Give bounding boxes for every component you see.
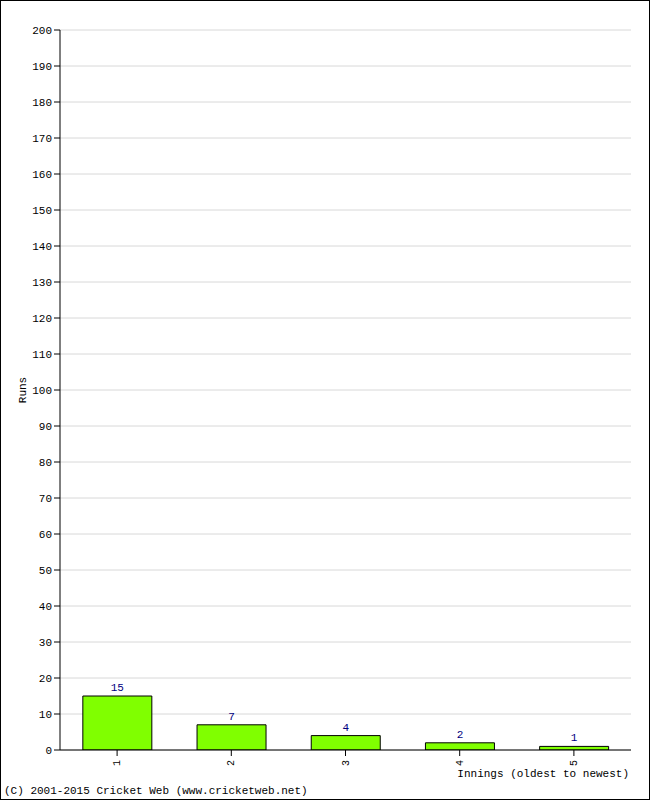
svg-text:40: 40 [39,601,52,613]
svg-text:180: 180 [32,97,52,109]
svg-text:Runs: Runs [17,377,29,403]
svg-text:15: 15 [111,682,124,694]
svg-text:30: 30 [39,637,52,649]
svg-text:120: 120 [32,313,52,325]
svg-text:5: 5 [569,760,580,766]
svg-text:90: 90 [39,421,52,433]
svg-text:150: 150 [32,205,52,217]
svg-text:0: 0 [45,745,52,757]
svg-text:130: 130 [32,277,52,289]
svg-text:100: 100 [32,385,52,397]
svg-text:1: 1 [112,760,123,766]
html-text:Innings (oldest to newest): Innings (oldest to newest) [457,768,629,780]
svg-text:3: 3 [341,760,352,766]
svg-text:2: 2 [457,729,464,741]
svg-text:4: 4 [455,760,466,766]
svg-text:60: 60 [39,529,52,541]
svg-text:50: 50 [39,565,52,577]
svg-text:10: 10 [39,709,52,721]
svg-text:190: 190 [32,61,52,73]
svg-text:170: 170 [32,133,52,145]
svg-text:2: 2 [226,760,237,766]
svg-text:70: 70 [39,493,52,505]
svg-text:20: 20 [39,673,52,685]
svg-text:200: 200 [32,25,52,37]
svg-text:7: 7 [228,711,235,723]
svg-text:160: 160 [32,169,52,181]
svg-text:140: 140 [32,241,52,253]
html-text:(C) 2001-2015 Cricket Web (www: (C) 2001-2015 Cricket Web (www.cricketwe… [4,785,308,797]
svg-text:4: 4 [342,722,349,734]
svg-text:1: 1 [571,732,578,744]
svg-text:80: 80 [39,457,52,469]
svg-text:110: 110 [32,349,52,361]
